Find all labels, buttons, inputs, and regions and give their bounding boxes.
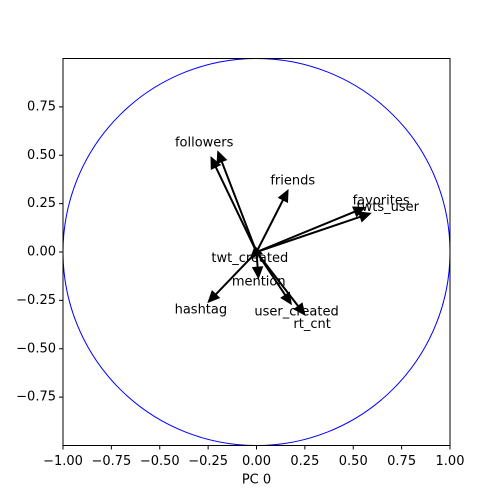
arrow — [256, 215, 361, 253]
arrow-label: user_created — [254, 305, 338, 320]
arrow — [255, 251, 299, 307]
arrow-label: twts_user — [357, 200, 420, 215]
y-tick-label: 0.00 — [27, 245, 56, 260]
x-tick-label: 0.75 — [387, 454, 416, 469]
x-tick-label: 1.00 — [436, 454, 465, 469]
arrow-label: friends — [270, 173, 315, 188]
arrow-label: mention — [232, 275, 286, 290]
y-tick-label: −0.25 — [16, 293, 56, 308]
arrow-label: followers — [175, 135, 234, 150]
arrow-head — [207, 290, 221, 304]
x-tick-label: −0.25 — [188, 454, 228, 469]
arrow-head — [210, 156, 222, 171]
arrow — [255, 251, 259, 268]
x-tick-label: −0.75 — [91, 454, 131, 469]
arrow-label: favorites — [353, 193, 410, 208]
arrow-head — [277, 189, 289, 203]
arrow — [220, 161, 258, 253]
x-tick-label: 0.50 — [339, 454, 368, 469]
y-tick-label: 0.75 — [27, 99, 56, 114]
arrow-head — [216, 150, 228, 165]
arrow-head — [357, 211, 372, 223]
arrow — [256, 210, 356, 253]
y-tick-label: 0.25 — [27, 196, 56, 211]
y-axis-label: PC 1 — [0, 237, 4, 266]
x-tick-label: −1.00 — [43, 454, 83, 469]
arrow — [255, 199, 284, 253]
y-tick-label: −0.75 — [16, 390, 56, 405]
x-tick-label: −0.50 — [140, 454, 180, 469]
arrow-label: rt_cnt — [293, 317, 330, 332]
arrow — [214, 166, 258, 253]
x-tick-label: 0.00 — [242, 454, 271, 469]
y-tick-label: −0.50 — [16, 341, 56, 356]
arrow-head — [251, 266, 264, 280]
arrow-head — [293, 302, 306, 316]
arrow-label: hashtag — [175, 302, 228, 317]
arrow — [215, 251, 258, 296]
x-axis-label: PC 0 — [242, 473, 271, 488]
axes-frame — [62, 58, 451, 446]
y-tick-label: 0.50 — [27, 148, 56, 163]
x-tick-label: 0.25 — [290, 454, 319, 469]
